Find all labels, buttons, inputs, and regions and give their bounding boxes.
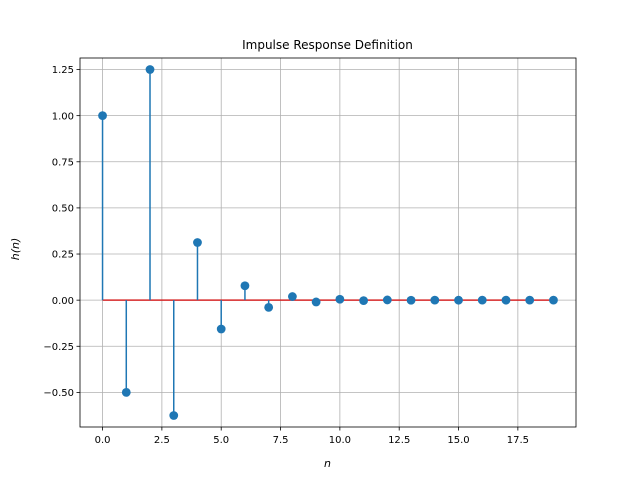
y-tick-label: 0.75: [52, 157, 74, 168]
stem-marker: [359, 296, 368, 306]
stem-marker: [169, 411, 179, 420]
y-tick-label: 0.00: [52, 296, 74, 307]
stem-marker: [240, 281, 250, 291]
y-tick-label: 0.50: [52, 204, 74, 215]
stem-marker: [382, 295, 392, 305]
x-tick-label: 10.0: [329, 435, 351, 446]
stem-marker: [454, 295, 463, 305]
stem-marker: [477, 295, 487, 305]
x-tick-label: 5.0: [213, 435, 229, 446]
stem-marker: [406, 295, 416, 305]
stem-marker: [98, 111, 107, 121]
plot-frame: [79, 57, 577, 428]
y-axis-label: h(n): [9, 238, 22, 261]
stem-marker: [264, 302, 274, 312]
x-axis-label: n: [324, 457, 331, 470]
x-tick-label: 12.5: [388, 435, 410, 446]
stem-marker: [288, 292, 297, 301]
ticks: 0.0 2.5 5.0 7.5 10.0 12.5 15.0 17.5 −0.50 −0.25 0.…: [43, 65, 529, 446]
chart-title: Impulse Response Definition: [242, 38, 413, 52]
x-tick-label: 7.5: [273, 435, 289, 446]
x-tick-label: 15.0: [447, 435, 469, 446]
stem-marker: [121, 388, 131, 397]
y-tick-label: −0.50: [43, 388, 74, 399]
stem-marker: [145, 65, 155, 74]
stem-marker: [193, 238, 202, 247]
stem-marker: [525, 295, 535, 305]
stem-marker: [430, 295, 440, 305]
markers: [98, 65, 558, 420]
y-tick-label: 1.00: [52, 111, 74, 122]
y-tick-label: −0.25: [43, 342, 74, 353]
stem-marker: [501, 295, 511, 305]
y-tick-label: 1.25: [52, 65, 74, 76]
y-tick-label: 0.25: [52, 250, 74, 261]
x-tick-label: 17.5: [507, 435, 529, 446]
stem-marker: [549, 295, 558, 305]
stem-marker: [216, 324, 226, 334]
x-tick-label: 0.0: [95, 435, 111, 446]
x-tick-label: 2.5: [154, 435, 170, 446]
stem-marker: [335, 294, 345, 304]
stem-marker: [311, 297, 321, 307]
